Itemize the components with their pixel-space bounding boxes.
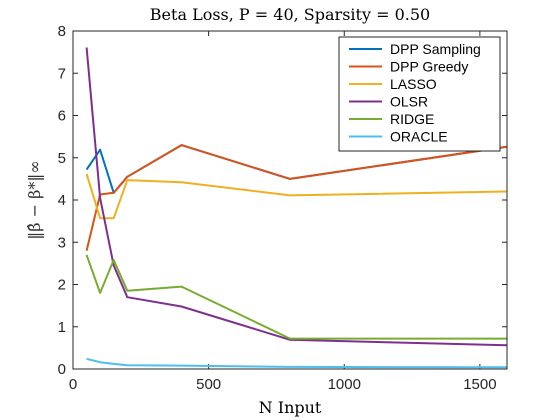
legend-label-dpp-greedy: DPP Greedy (390, 59, 468, 75)
series-lines (85, 47, 508, 369)
y-tick-label: 0 (58, 361, 66, 378)
y-axis-label: ‖β̂ − β*‖∞ (25, 160, 44, 239)
y-tick-label: 6 (58, 108, 66, 125)
legend-label-dpp-sampling: DPP Sampling (390, 41, 481, 57)
legend-box (338, 36, 501, 152)
y-tick-label: 1 (58, 319, 66, 336)
y-tick-label: 7 (58, 65, 66, 82)
y-tick-label: 3 (58, 234, 66, 251)
legend-label-ridge: RIDGE (390, 111, 434, 127)
x-tick-label: 500 (196, 376, 221, 393)
y-tick-label: 4 (58, 192, 66, 209)
x-tick-label: 1500 (463, 376, 496, 393)
legend-label-oracle: ORACLE (390, 129, 448, 145)
x-tick-label: 0 (69, 376, 77, 393)
legend-label-olsr: OLSR (390, 94, 428, 110)
y-tick-label: 2 (58, 277, 66, 294)
y-tick-label: 8 (58, 23, 66, 40)
plot-frame (72, 30, 508, 370)
series-line-ridge (85, 254, 507, 340)
x-axis-label: N Input (259, 398, 322, 417)
legend-label-lasso: LASSO (390, 76, 437, 92)
series-line-olsr (85, 47, 508, 347)
series-line-oracle (86, 357, 508, 369)
series-line-lasso (85, 173, 508, 220)
y-tick-label: 5 (58, 150, 66, 167)
chart-title: Beta Loss, P = 40, Sparsity = 0.50 (150, 5, 430, 24)
x-tick-label: 1000 (328, 376, 361, 393)
